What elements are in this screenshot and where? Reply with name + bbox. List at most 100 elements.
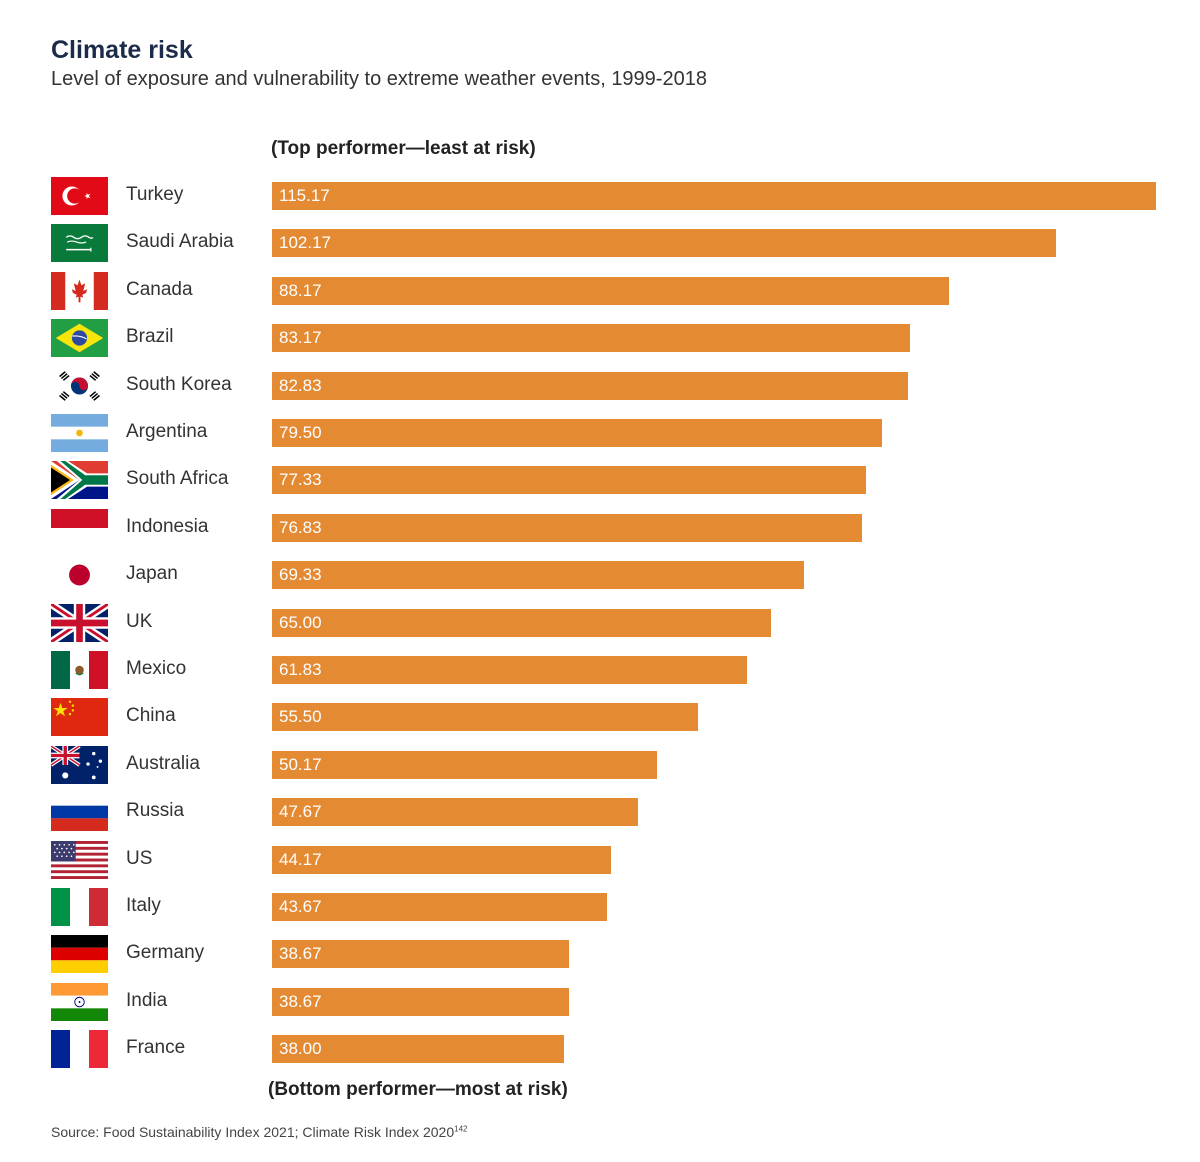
bar-value-label: 55.50 (279, 707, 322, 727)
bar: 50.17 (272, 750, 658, 779)
bar: 65.00 (272, 608, 771, 637)
chart-row: Brazil 83.17 (0, 319, 1200, 359)
australia-flag-icon (51, 745, 108, 784)
chart-row: South Korea 82.83 (0, 366, 1200, 407)
chart-row: Germany 38.67 (0, 935, 1200, 975)
category-label: UK (126, 610, 153, 632)
category-label: Argentina (126, 421, 208, 442)
chart-row: India 38.67 (0, 982, 1200, 1023)
italy-flag-icon (51, 888, 108, 926)
bar-value-label: 44.17 (279, 849, 322, 869)
indonesia-flag-icon (51, 508, 108, 547)
japan-flag-icon (51, 556, 108, 595)
bar-value-label: 38.00 (279, 1039, 322, 1059)
mexico-flag-icon (51, 651, 108, 689)
bar: 38.00 (272, 1035, 564, 1064)
saudi-arabia-flag-icon (51, 224, 108, 263)
bar-value-label: 79.50 (279, 423, 322, 442)
chart-row: US 44.17 (0, 840, 1200, 881)
chart-row: Australia 50.17 (0, 745, 1200, 786)
bar: 38.67 (272, 987, 569, 1016)
category-label: Mexico (126, 658, 187, 679)
bar-value-label: 83.17 (279, 328, 322, 348)
category-label: Saudi Arabia (126, 231, 234, 253)
bar: 77.33 (272, 466, 866, 495)
chart-row: Saudi Arabia 102.17 (0, 224, 1200, 264)
category-label: South Africa (126, 468, 229, 490)
chart-row: Italy 43.67 (0, 888, 1200, 928)
category-label: India (126, 989, 168, 1011)
turkey-flag-icon (51, 177, 108, 215)
chart-row: Canada 88.17 (0, 271, 1200, 312)
bar: 76.83 (272, 513, 862, 542)
category-label: Australia (126, 752, 200, 774)
category-label: Japan (126, 563, 178, 585)
category-label: South Korea (126, 373, 232, 395)
bar-value-label: 82.83 (279, 375, 322, 395)
chart-row: Mexico 61.83 (0, 651, 1200, 691)
chart-row: Russia 47.67 (0, 793, 1200, 833)
chart-title: Climate risk (51, 36, 193, 64)
canada-flag-icon (51, 271, 108, 310)
bar-value-label: 115.17 (279, 186, 330, 205)
india-flag-icon (51, 982, 108, 1021)
bottom-performer-note: (Bottom performer—most at risk) (268, 1079, 568, 1100)
category-label: Brazil (126, 326, 174, 348)
category-label: Germany (126, 942, 205, 964)
france-flag-icon (51, 1030, 108, 1069)
bar: 82.83 (272, 371, 908, 400)
bar: 55.50 (272, 703, 698, 732)
chart-row: Indonesia 76.83 (0, 508, 1200, 549)
category-label: France (126, 1037, 186, 1059)
china-flag-icon (51, 698, 108, 737)
chart-row: Turkey 115.17 (0, 177, 1200, 217)
bar-value-label: 69.33 (279, 565, 322, 585)
uk-flag-icon (51, 603, 108, 642)
bar: 47.67 (272, 798, 638, 827)
category-label: Canada (126, 278, 193, 300)
bar-value-label: 38.67 (279, 944, 322, 964)
germany-flag-icon (51, 935, 108, 974)
chart-subtitle: Level of exposure and vulnerability to e… (51, 68, 707, 90)
bar: 43.67 (272, 893, 608, 921)
chart-row: China 55.50 (0, 698, 1200, 738)
category-label: Turkey (126, 184, 184, 205)
source-text: Source: Food Sustainability Index 2021; … (51, 1124, 455, 1140)
bar: 102.17 (272, 229, 1057, 258)
bar: 115.17 (272, 182, 1156, 210)
bar-value-label: 76.83 (279, 517, 322, 537)
bar: 44.17 (272, 845, 612, 874)
bar: 61.83 (272, 656, 747, 684)
chart-row: Argentina 79.50 (0, 414, 1200, 454)
category-label: Indonesia (126, 515, 209, 537)
bar: 83.17 (272, 324, 911, 353)
brazil-flag-icon (51, 319, 108, 358)
bar: 69.33 (272, 561, 805, 590)
bar: 79.50 (272, 419, 883, 447)
bar: 38.67 (272, 940, 569, 969)
top-performer-note: (Top performer—least at risk) (271, 138, 536, 159)
source-note: Source: Food Sustainability Index 2021; … (51, 1124, 467, 1140)
chart-row: South Africa 77.33 (0, 461, 1200, 501)
category-label: Italy (126, 895, 161, 916)
bar-value-label: 38.67 (279, 991, 322, 1011)
bar-value-label: 102.17 (279, 233, 331, 253)
bar-value-label: 43.67 (279, 897, 322, 916)
category-label: China (126, 705, 176, 727)
bar: 88.17 (272, 276, 949, 305)
bar-value-label: 61.83 (279, 660, 322, 679)
source-reference: 142 (454, 1124, 468, 1134)
chart-row: France 38.00 (0, 1030, 1200, 1070)
bar-value-label: 47.67 (279, 802, 322, 822)
argentina-flag-icon (51, 414, 108, 452)
us-flag-icon (51, 840, 108, 879)
category-label: US (126, 847, 153, 869)
chart-row: Japan 69.33 (0, 556, 1200, 596)
bar-value-label: 77.33 (279, 470, 322, 490)
south-korea-flag-icon (51, 366, 108, 405)
south-africa-flag-icon (51, 461, 108, 500)
russia-flag-icon (51, 793, 108, 832)
bar-value-label: 65.00 (279, 612, 322, 632)
category-label: Russia (126, 800, 185, 822)
